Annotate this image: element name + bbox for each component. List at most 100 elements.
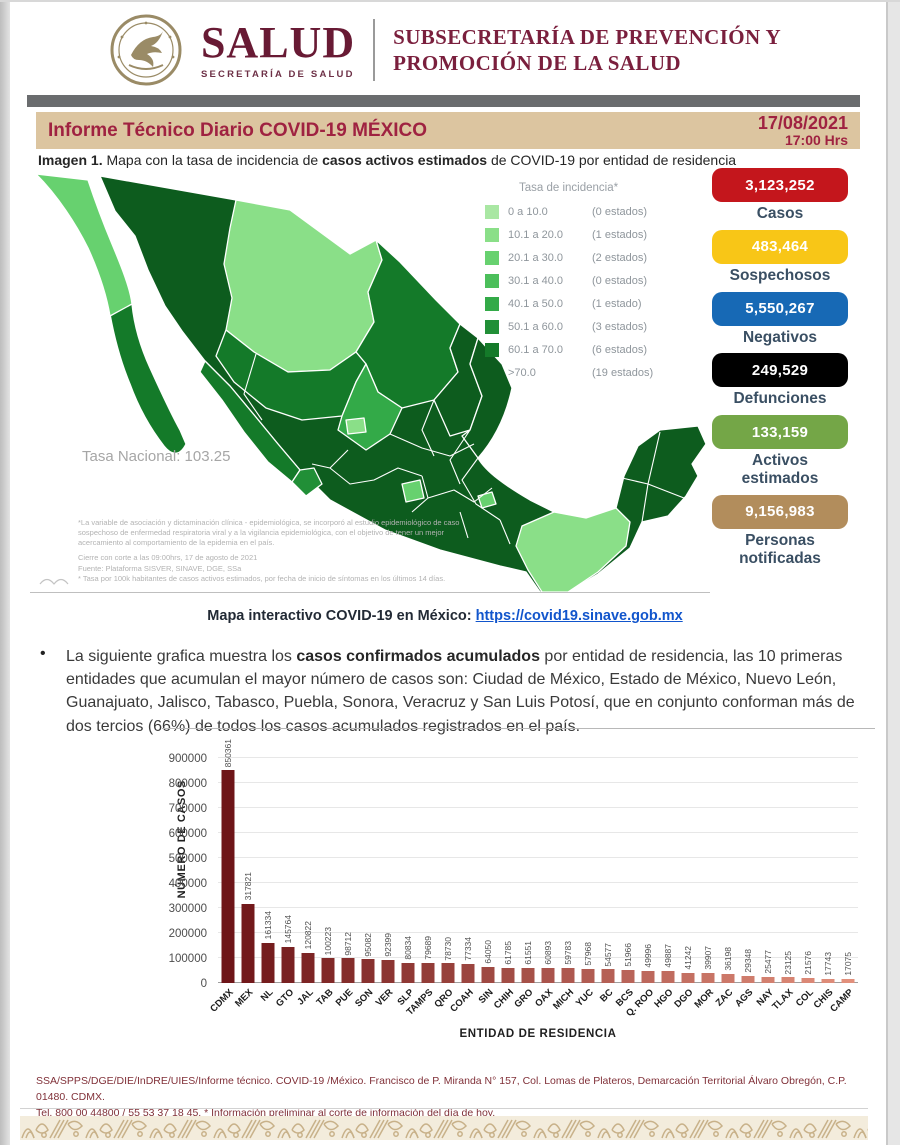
bar: 145764 (278, 728, 298, 983)
stat-label: Negativos (742, 328, 818, 346)
bar: 17743 (818, 728, 838, 983)
map-legend: Tasa de incidencia* 0 a 10.0 (0 estados) 1… (485, 182, 710, 384)
x-tick: CDMX (208, 984, 238, 1030)
y-tick-label: 400000 (168, 878, 207, 890)
y-tick-label: 200000 (168, 928, 207, 940)
state-region-chiapas (515, 507, 631, 592)
bar: 317821 (238, 728, 258, 983)
footnote-paragraph: *La variable de asociación y dictaminaci… (78, 518, 460, 548)
stat-item: 5,550,267 Negativos (712, 291, 848, 347)
gridline (218, 807, 858, 808)
interactive-map-link[interactable]: https://covid19.sinave.gob.mx (475, 608, 683, 624)
legend-row: >70.0 (19 estados) (485, 361, 710, 384)
bar: 39907 (698, 728, 718, 983)
salud-wordmark-block: SALUD SECRETARÍA DE SALUD (200, 20, 355, 80)
state-region-chihuahua (223, 199, 383, 373)
bar-value-label: 25477 (763, 949, 773, 974)
x-tick: AGS (733, 984, 758, 1030)
x-tick: MICH (551, 984, 578, 1030)
bar-rect (401, 962, 415, 983)
bar-rect (321, 957, 335, 983)
legend-row: 60.1 a 70.0 (6 estados) (485, 338, 710, 361)
image-caption: Imagen 1. Mapa con la tasa de incidencia… (38, 152, 848, 168)
cases-bar-chart: NÚMERO DE CASOS 0 100000 200000 300000 40000… (30, 728, 875, 1050)
bar-value-label: 95082 (363, 932, 373, 957)
bar-rect (701, 973, 715, 983)
salud-wordmark-sub: SECRETARÍA DE SALUD (200, 68, 355, 80)
bar: 64050 (478, 728, 498, 983)
bar: 98712 (338, 728, 358, 983)
bar-value-label: 317821 (243, 872, 253, 901)
x-tick-label: ZAC (714, 987, 736, 1009)
bar-value-label: 39907 (703, 946, 713, 970)
x-tick-label: COL (793, 987, 816, 1009)
legend-title: Tasa de incidencia* (519, 182, 619, 194)
bar: 57968 (578, 728, 598, 983)
x-tick: TAB (314, 984, 338, 1030)
chart-plot: 850361 317821 161334 145764 120822 100223 9871… (218, 728, 858, 983)
mexico-map (35, 173, 707, 592)
state-region-baja-california (35, 173, 133, 317)
bar-value-label: 79689 (423, 936, 433, 961)
gridline (218, 907, 858, 908)
y-tick-label: 100000 (168, 953, 207, 965)
bar-rect (541, 967, 555, 983)
state-region-nayarit (291, 467, 323, 497)
legend-count: (19 estados) (592, 366, 654, 379)
bullet-marker: • (40, 645, 46, 662)
gridline (218, 757, 858, 758)
scan-edge-right (886, 0, 900, 1145)
department-line1: SUBSECRETARÍA DE PREVENCIÓN Y (393, 24, 782, 49)
bar-value-label: 61551 (523, 940, 533, 965)
y-tick-label: 900000 (168, 753, 207, 765)
bar-rect (781, 977, 795, 983)
x-tick-label: YUC (573, 987, 596, 1009)
footer-divider (20, 1108, 868, 1109)
bar-rect (581, 968, 595, 983)
national-rate-label: Tasa Nacional: 103.25 (82, 448, 231, 465)
bar: 49887 (658, 728, 678, 983)
bar-rect (621, 970, 635, 983)
bar-value-label: 161334 (263, 911, 273, 940)
islands-squiggle (39, 578, 69, 585)
legend-swatch (485, 250, 499, 265)
chart-top-border (162, 728, 875, 729)
x-tick: JAL (295, 984, 318, 1030)
bar-rect (521, 967, 535, 983)
legend-count: (1 estados) (592, 228, 648, 241)
gridline (218, 832, 858, 833)
stat-item: 483,464 Sospechosos (712, 229, 848, 285)
stat-item: 133,159 Activos estimados (712, 415, 848, 488)
bar: 850361 (218, 728, 238, 983)
x-tick: CAMP (828, 984, 858, 1030)
legend-count: (0 estados) (592, 205, 648, 218)
bar-value-label: 120822 (303, 921, 313, 950)
bar-value-label: 29348 (743, 949, 753, 973)
state-border-lines (243, 353, 685, 545)
bar-value-label: 77334 (463, 937, 473, 961)
x-tick-label: TAB (314, 987, 336, 1009)
x-tick: GTO (274, 984, 298, 1030)
bar-rect (301, 952, 315, 983)
map-legend-rows: 0 a 10.0 (0 estados) 10.1 a 20.0 (1 estados… (485, 200, 710, 384)
bar-rect (421, 963, 435, 983)
stat-badge: 3,123,252 (712, 168, 848, 202)
legend-range: 40.1 a 50.0 (508, 297, 564, 310)
bar: 77334 (458, 728, 478, 983)
bar-rect (241, 903, 255, 983)
x-tick: COAH (448, 984, 478, 1030)
stat-item: 249,529 Defunciones (712, 353, 848, 408)
bar: 49996 (638, 728, 658, 983)
stat-badge: 9,156,983 (712, 494, 848, 529)
bullet-post: por entidad de residencia, las 10 primer… (66, 648, 855, 735)
gridline (218, 882, 858, 883)
stat-label: Casos (756, 205, 804, 222)
x-tick: TAMPS (405, 984, 438, 1030)
bar-rect (801, 977, 815, 983)
stat-label: Personas notificadas (739, 531, 821, 567)
legend-swatch (485, 273, 499, 288)
bar: 59783 (558, 728, 578, 983)
gridline (218, 932, 858, 933)
bar-value-label: 100223 (323, 926, 333, 955)
bar-value-label: 21576 (803, 950, 813, 975)
